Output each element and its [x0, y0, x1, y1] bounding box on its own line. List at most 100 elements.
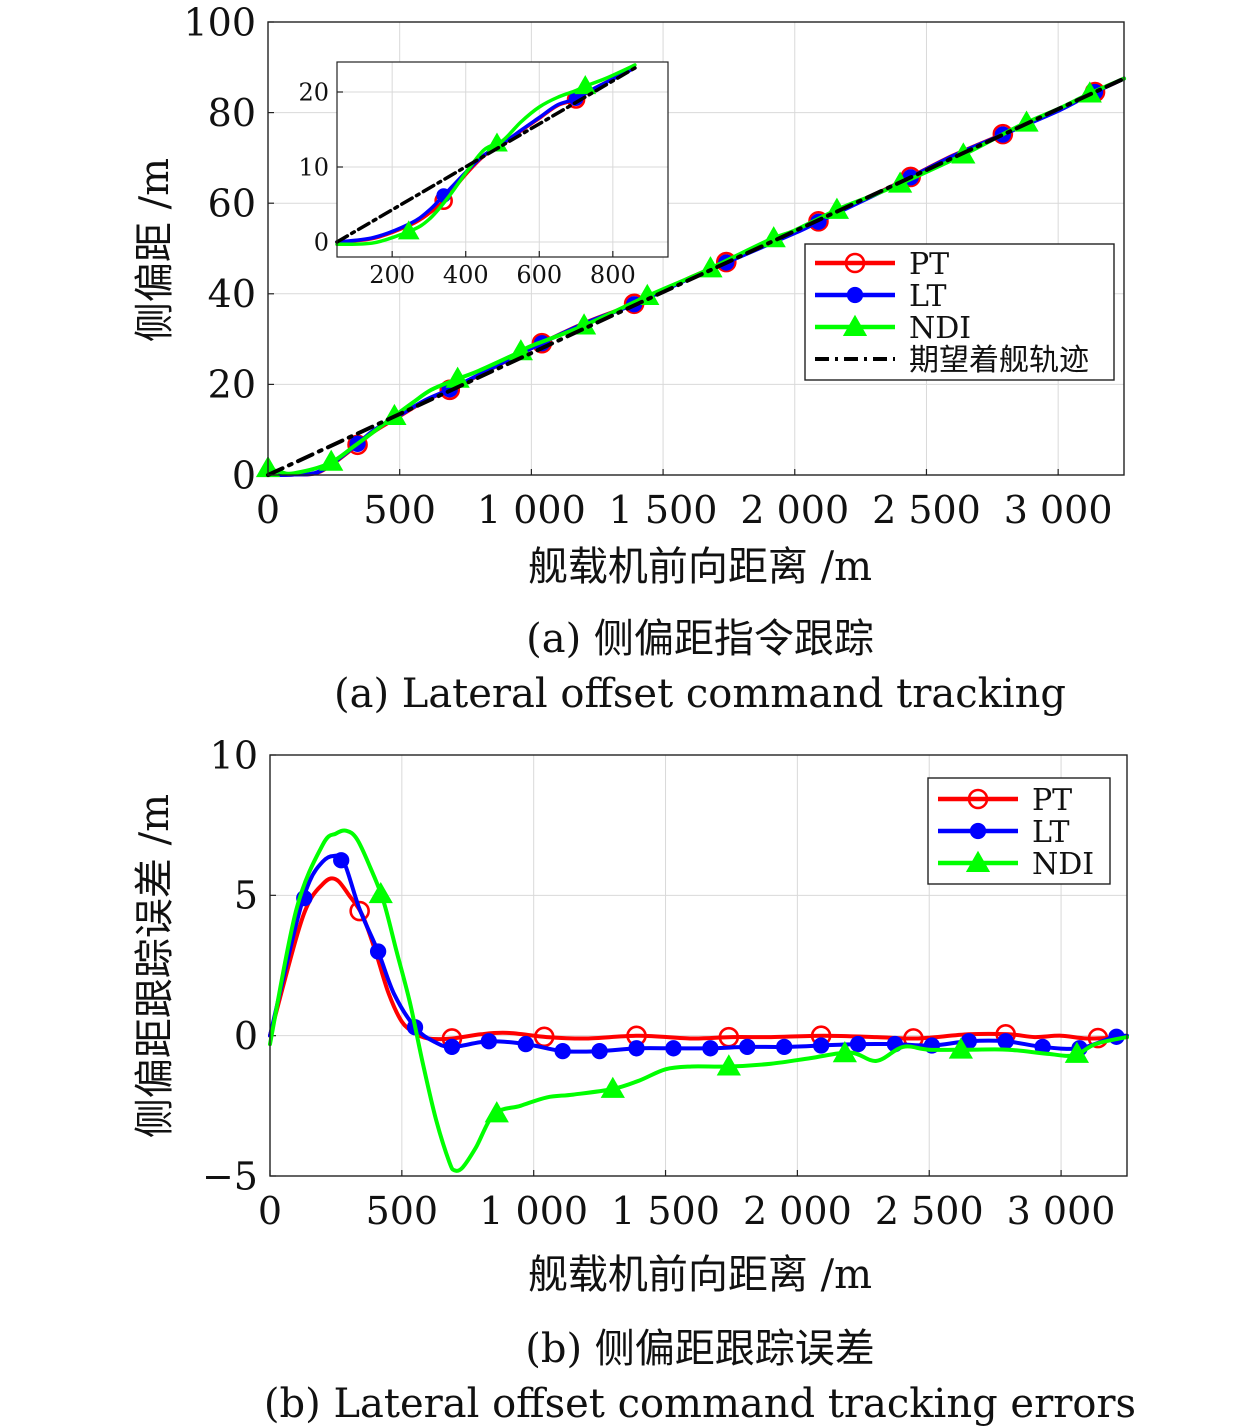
x-tick-label: 400: [443, 261, 489, 289]
legend-entry: LT: [938, 815, 1070, 850]
chart-a-tick-labels: 0 500 1 000 1 500 2 000 2 500 3 000 0 20 40 60 80 10…: [183, 0, 1112, 532]
data-point: [832, 1040, 857, 1063]
data-point: [369, 943, 387, 960]
y-tick-label: 10: [210, 733, 258, 777]
series-lt: [268, 852, 1129, 1060]
x-tick-label: 1 000: [479, 1189, 588, 1233]
data-point: [715, 251, 737, 273]
data-point: [992, 123, 1014, 145]
chart-a-ylabel: 侧偏距 /m: [132, 158, 178, 342]
y-tick-label: 20: [298, 78, 329, 106]
x-tick-label: 2 000: [743, 1189, 852, 1233]
x-tick-label: 200: [369, 261, 415, 289]
data-point: [635, 283, 660, 306]
legend-marker: [846, 286, 864, 304]
inset-frame: [336, 61, 669, 258]
legend-marker: [842, 314, 868, 336]
data-point: [600, 1076, 625, 1098]
legend-label: NDI: [1032, 847, 1094, 882]
y-tick-label: 60: [208, 182, 256, 226]
x-tick-label: 2 500: [875, 1189, 984, 1233]
data-point: [812, 1037, 830, 1054]
data-point: [1064, 1041, 1090, 1063]
chart-a-inset: 200 400 600 800 0 10 20: [298, 61, 669, 289]
data-point: [517, 1035, 534, 1053]
y-tick-label: 5: [234, 874, 258, 918]
y-tick-label: −5: [202, 1154, 258, 1198]
data-point: [443, 1038, 461, 1056]
inset-plot-area: [337, 62, 668, 257]
legend-label: PT: [1032, 783, 1072, 818]
data-point: [480, 1033, 498, 1050]
data-point: [574, 75, 597, 95]
x-tick-label: 0: [256, 488, 280, 532]
legend-entry: PT: [815, 247, 949, 282]
chart-b-xlabel: 舰载机前向距离 /m: [528, 1252, 872, 1298]
chart-a: 0 500 1 000 1 500 2 000 2 500 3 000 0 20 40 60 80 10…: [132, 0, 1126, 717]
y-tick-label: 20: [208, 363, 256, 407]
legend-entry: LT: [815, 279, 947, 314]
series-ref: [335, 66, 637, 244]
series-line-ndi: [268, 828, 1129, 1173]
legend-marker: [844, 252, 866, 274]
data-point: [333, 852, 350, 869]
y-tick-label: 80: [208, 91, 256, 135]
y-tick-label: 40: [208, 272, 256, 316]
inset-tick-labels: 200 400 600 800 0 10 20: [298, 78, 635, 289]
data-point: [484, 1101, 509, 1123]
x-tick-label: 3 000: [1004, 488, 1113, 532]
data-point: [997, 1033, 1014, 1050]
data-point: [702, 1040, 719, 1057]
x-tick-label: 2 500: [872, 488, 981, 532]
series-ndi: [268, 828, 1129, 1173]
chart-a-caption-en: (a) Lateral offset command tracking: [334, 671, 1066, 717]
series-line-ref: [335, 66, 637, 244]
chart-a-series: [255, 76, 1126, 478]
chart-b-caption-en: (b) Lateral offset command tracking erro…: [264, 1381, 1136, 1427]
inset-grid: [337, 62, 668, 257]
x-tick-label: 800: [590, 261, 636, 289]
data-point: [739, 1038, 756, 1056]
x-tick-label: 1 500: [611, 1189, 720, 1233]
x-tick-label: 2 000: [740, 488, 849, 532]
data-point: [628, 1040, 645, 1057]
chart-a-caption-cn: (a) 侧偏距指令跟踪: [526, 616, 874, 662]
data-point: [349, 900, 370, 922]
data-point: [319, 449, 344, 471]
x-tick-label: 3 000: [1007, 1189, 1116, 1233]
chart-a-xlabel: 舰载机前向距离 /m: [528, 544, 872, 590]
legend-entry: NDI: [938, 847, 1094, 882]
legend-marker: [969, 822, 987, 840]
x-tick-label: 600: [516, 261, 562, 289]
x-tick-label: 500: [363, 488, 436, 532]
y-tick-label: 10: [298, 153, 329, 181]
x-tick-label: 0: [258, 1189, 282, 1233]
chart-b-series: [268, 828, 1129, 1173]
chart-a-frame: [267, 21, 1125, 476]
series-line-ref: [266, 76, 1126, 477]
data-point: [776, 1038, 793, 1056]
y-tick-label: 0: [314, 228, 329, 256]
legend-label: LT: [1032, 815, 1070, 850]
legend-entry: NDI: [815, 311, 971, 346]
y-tick-label: 100: [183, 0, 256, 44]
data-point: [554, 1042, 571, 1060]
x-tick-label: 1 000: [477, 488, 586, 532]
y-tick-label: 0: [234, 1014, 258, 1058]
legend-entry: 期望着舰轨迹: [815, 343, 1089, 378]
x-tick-label: 500: [366, 1189, 439, 1233]
chart-b-ylabel: 侧偏距跟踪误差 /m: [132, 794, 178, 1138]
legend-entry: PT: [938, 783, 1072, 818]
inset-series: [335, 63, 637, 247]
data-point: [591, 1042, 608, 1060]
x-tick-label: 1 500: [609, 488, 718, 532]
legend-label: NDI: [909, 311, 971, 346]
data-point: [368, 881, 393, 904]
